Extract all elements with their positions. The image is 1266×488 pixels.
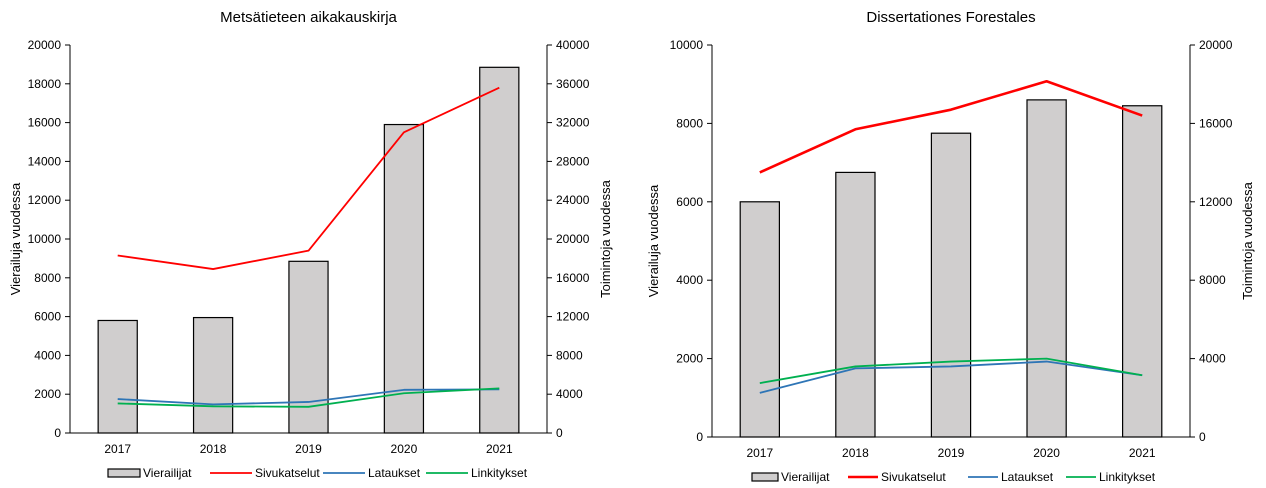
y2-tick-label: 12000 [556,310,590,324]
x-tick-label: 2020 [391,442,418,456]
x-tick-label: 2018 [200,442,227,456]
y2-tick-label: 0 [556,426,563,440]
y-tick-label: 2000 [34,387,61,401]
y-tick-label: 8000 [34,271,61,285]
x-tick-label: 2019 [938,446,965,460]
legend-label: Lataukset [1001,470,1054,484]
bar-2019 [288,260,329,434]
legend-item-lataukset: Lataukset [323,466,421,480]
y-tick-label: 10000 [28,232,62,246]
y2-axis-title: Toimintoja vuodessa [1240,181,1255,300]
y-tick-label: 2000 [676,352,703,366]
y2-axis-title: Toimintoja vuodessa [598,179,613,298]
bar-2018 [192,316,234,434]
y2-tick-label: 16000 [1199,116,1233,130]
line-series-linkitykset [759,357,1143,384]
y-tick-label: 10000 [670,38,704,52]
y-tick-label: 4000 [34,348,61,362]
y-tick-label: 8000 [676,116,703,130]
legend-label: Lataukset [368,466,421,480]
legend-label: Vierailijat [143,466,192,480]
y2-tick-label: 20000 [556,232,590,246]
y-tick-label: 14000 [28,154,62,168]
bar-2021 [1122,105,1163,438]
y2-tick-label: 40000 [556,38,590,52]
y2-tick-label: 28000 [556,154,590,168]
legend-item-sivukatselut: Sivukatselut [848,470,946,484]
y2-tick-label: 16000 [556,271,590,285]
y-axis-title: Vierailuja vuodessa [646,184,661,297]
x-tick-label: 2021 [486,442,513,456]
legend: Vierailijat Sivukatselut Lataukset Linkityk… [107,466,528,480]
bar-2021 [479,66,520,434]
y-tick-label: 20000 [28,38,62,52]
bar-2020 [1026,99,1067,438]
x-tick-label: 2017 [746,446,773,460]
legend-item-vierailijat: Vierailijat [107,466,192,480]
y2-tick-label: 8000 [556,348,583,362]
y-tick-label: 16000 [28,116,62,130]
y-tick-label: 18000 [28,77,62,91]
line-series-lataukset [117,388,500,406]
y-tick-label: 6000 [34,310,61,324]
y-tick-label: 0 [696,430,703,444]
legend-label: Vierailijat [781,470,830,484]
line-series-sivukatselut [759,79,1143,174]
legend-swatch-bar [107,468,141,478]
legend-label: Sivukatselut [255,466,320,480]
y-tick-label: 0 [54,426,61,440]
x-tick-label: 2020 [1033,446,1060,460]
line-series-linkitykset [117,387,500,408]
y-tick-label: 4000 [676,273,703,287]
bar-2019 [930,132,972,438]
chart-2: Dissertationes Forestales 0 2000 4000 6000 80… [646,9,1255,484]
y2-tick-label: 8000 [1199,273,1226,287]
y2-tick-label: 20000 [1199,38,1233,52]
legend-item-linkitykset: Linkitykset [426,466,528,480]
y-axis-title: Vierailuja vuodessa [8,182,23,295]
x-tick-label: 2017 [104,442,131,456]
x-tick-label: 2018 [842,446,869,460]
y-tick-label: 12000 [28,193,62,207]
legend-item-linkitykset: Linkitykset [1066,470,1156,484]
legend-swatch-bar [751,472,779,482]
legend-item-lataukset: Lataukset [968,470,1054,484]
bar-2017 [97,319,138,434]
x-tick-label: 2021 [1129,446,1156,460]
legend-item-sivukatselut: Sivukatselut [210,466,320,480]
legend-label: Linkitykset [471,466,528,480]
bar-2020 [383,123,425,434]
y2-tick-label: 12000 [1199,195,1233,209]
legend-label: Linkitykset [1099,470,1156,484]
y2-tick-label: 4000 [1199,352,1226,366]
bar-2018 [835,171,876,438]
legend-label: Sivukatselut [881,470,946,484]
y2-tick-label: 36000 [556,77,590,91]
y2-tick-label: 4000 [556,387,583,401]
y2-tick-label: 32000 [556,116,590,130]
y-tick-label: 6000 [676,195,703,209]
line-series-sivukatselut [117,86,500,270]
line-series-lataukset [759,360,1143,394]
chart-title: Dissertationes Forestales [866,9,1035,26]
chart-1: Metsätieteen aikakauskirja 0 2000 4000 6000 8… [8,9,613,480]
bar-2017 [739,201,780,438]
chart-title: Metsätieteen aikakauskirja [220,9,397,26]
y2-tick-label: 0 [1199,430,1206,444]
x-tick-label: 2019 [295,442,322,456]
y2-tick-label: 24000 [556,193,590,207]
legend-item-vierailijat: Vierailijat [751,470,830,484]
legend: Vierailijat Sivukatselut Lataukset Linkityk… [751,470,1156,484]
